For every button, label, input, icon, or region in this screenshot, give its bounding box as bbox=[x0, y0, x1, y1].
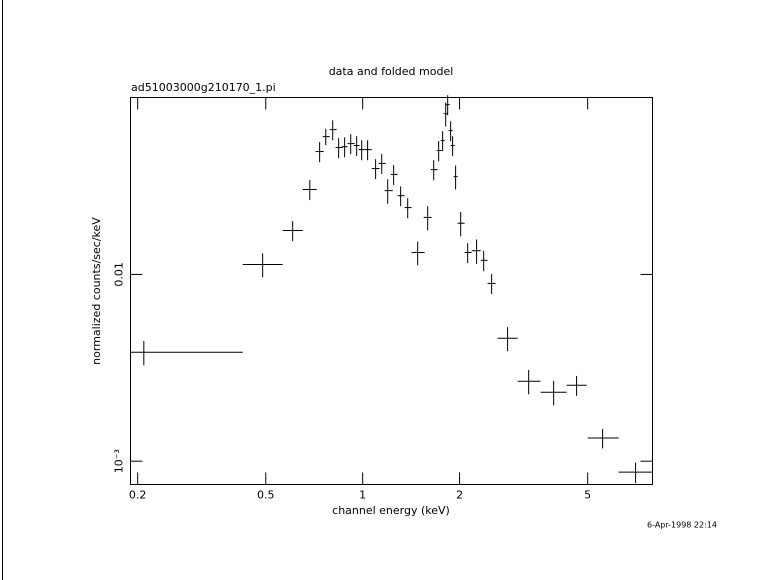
y-tick-label: 10⁻³ bbox=[113, 449, 126, 473]
timestamp: 6-Apr-1998 22:14 bbox=[647, 521, 717, 530]
x-tick-label: 1 bbox=[359, 489, 366, 502]
x-tick-label: 5 bbox=[584, 489, 591, 502]
y-tick-label: 0.01 bbox=[113, 262, 126, 287]
x-tick-label: 0.5 bbox=[257, 489, 275, 502]
y-axis-label: normalized counts/sec/keV bbox=[90, 217, 103, 365]
plot-frame bbox=[130, 97, 653, 485]
chart-subtitle: ad51003000g210170_1.pi bbox=[131, 81, 276, 94]
x-tick-label: 0.2 bbox=[129, 489, 147, 502]
x-axis-label: channel energy (keV) bbox=[332, 504, 450, 517]
chart-title: data and folded model bbox=[329, 65, 454, 78]
x-tick-label: 2 bbox=[456, 489, 463, 502]
